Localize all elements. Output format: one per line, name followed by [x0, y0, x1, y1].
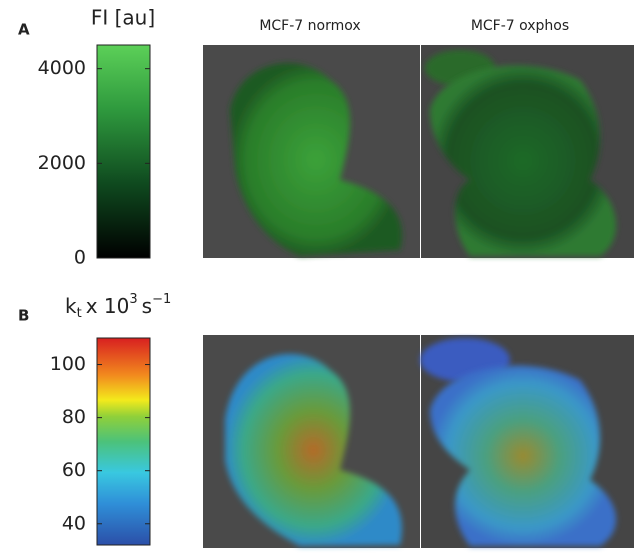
- image-a-oxphos: [421, 45, 634, 258]
- tick-label: 4000: [38, 57, 86, 79]
- tick-label: 0: [74, 247, 86, 269]
- colorbar: [96, 337, 151, 546]
- title-unit: s: [142, 294, 152, 318]
- image-a-normox: [203, 45, 420, 258]
- title-base: k: [65, 294, 77, 318]
- title-sub: t: [77, 306, 82, 321]
- image-title: MCF-7 normox: [259, 18, 360, 34]
- panel-label: A: [18, 21, 30, 39]
- image-title: MCF-7 oxphos: [471, 18, 569, 34]
- tick-label: 40: [62, 512, 86, 534]
- tick-label: 100: [50, 353, 86, 375]
- colorbar-title: kt x 103 s−1: [65, 292, 171, 321]
- panel-label: B: [18, 307, 29, 325]
- image-b-oxphos: [420, 335, 634, 548]
- title-mid: x 10: [86, 294, 130, 318]
- tick-label: 80: [62, 406, 86, 428]
- title-sup: 3: [129, 292, 137, 307]
- title-unit-sup: −1: [152, 292, 171, 307]
- tick-label: 2000: [38, 152, 86, 174]
- colorbar-title: FI [au]: [91, 6, 155, 30]
- colorbar: [96, 44, 151, 259]
- tick-label: 60: [62, 459, 86, 481]
- image-b-normox: [203, 335, 420, 548]
